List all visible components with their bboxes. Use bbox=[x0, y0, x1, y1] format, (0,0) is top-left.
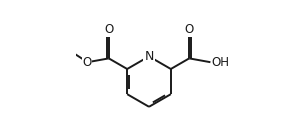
Text: O: O bbox=[184, 23, 194, 36]
Text: O: O bbox=[104, 23, 114, 36]
Text: O: O bbox=[82, 56, 91, 69]
Text: OH: OH bbox=[211, 56, 229, 69]
Text: N: N bbox=[144, 50, 154, 63]
